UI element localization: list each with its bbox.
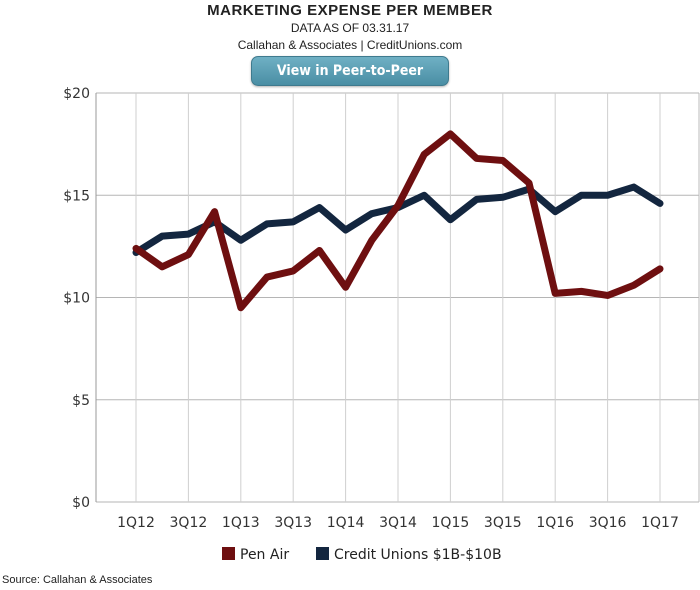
- x-tick-label: 3Q16: [589, 515, 627, 531]
- source-subtitle: Callahan & Associates | CreditUnions.com: [237, 38, 463, 52]
- chart-legend: Pen Air Credit Unions $1B-$10B: [222, 547, 502, 563]
- x-tick-label: 1Q16: [536, 515, 574, 531]
- x-tick-label: 3Q14: [379, 515, 417, 531]
- x-tick-label: 1Q13: [222, 515, 260, 531]
- legend-label-1: Credit Unions $1B-$10B: [334, 547, 502, 563]
- series-line-0: [132, 130, 664, 312]
- chart-title: MARKETING EXPENSE PER MEMBER: [207, 2, 493, 19]
- data-date-subtitle: DATA AS OF 03.31.17: [290, 21, 410, 35]
- y-tick-label: $5: [72, 393, 90, 409]
- y-tick-label: $0: [72, 495, 90, 511]
- x-tick-label: 1Q15: [432, 515, 470, 531]
- x-tick-label: 3Q15: [484, 515, 522, 531]
- legend-swatch-0: [222, 547, 235, 560]
- chart-series: [132, 130, 664, 312]
- x-tick-label: 3Q12: [170, 515, 208, 531]
- legend-label-0: Pen Air: [240, 547, 289, 563]
- view-in-peer-to-peer-button[interactable]: View in Peer-to-Peer: [251, 56, 449, 86]
- y-tick-label: $15: [63, 188, 90, 204]
- x-tick-label: 1Q14: [327, 515, 365, 531]
- x-tick-label: 3Q13: [274, 515, 312, 531]
- source-footnote: Source: Callahan & Associates: [2, 574, 153, 586]
- chart-axes: $0 $5 $10 $15 $20 1Q12 3Q12 1Q13 3Q13 1Q14 3Q14 1Q1…: [63, 86, 700, 531]
- x-tick-label: 1Q12: [117, 515, 155, 531]
- x-tick-label: 1Q17: [641, 515, 679, 531]
- y-tick-label: $20: [63, 86, 90, 102]
- legend-swatch-1: [316, 547, 329, 560]
- y-tick-label: $10: [63, 291, 90, 307]
